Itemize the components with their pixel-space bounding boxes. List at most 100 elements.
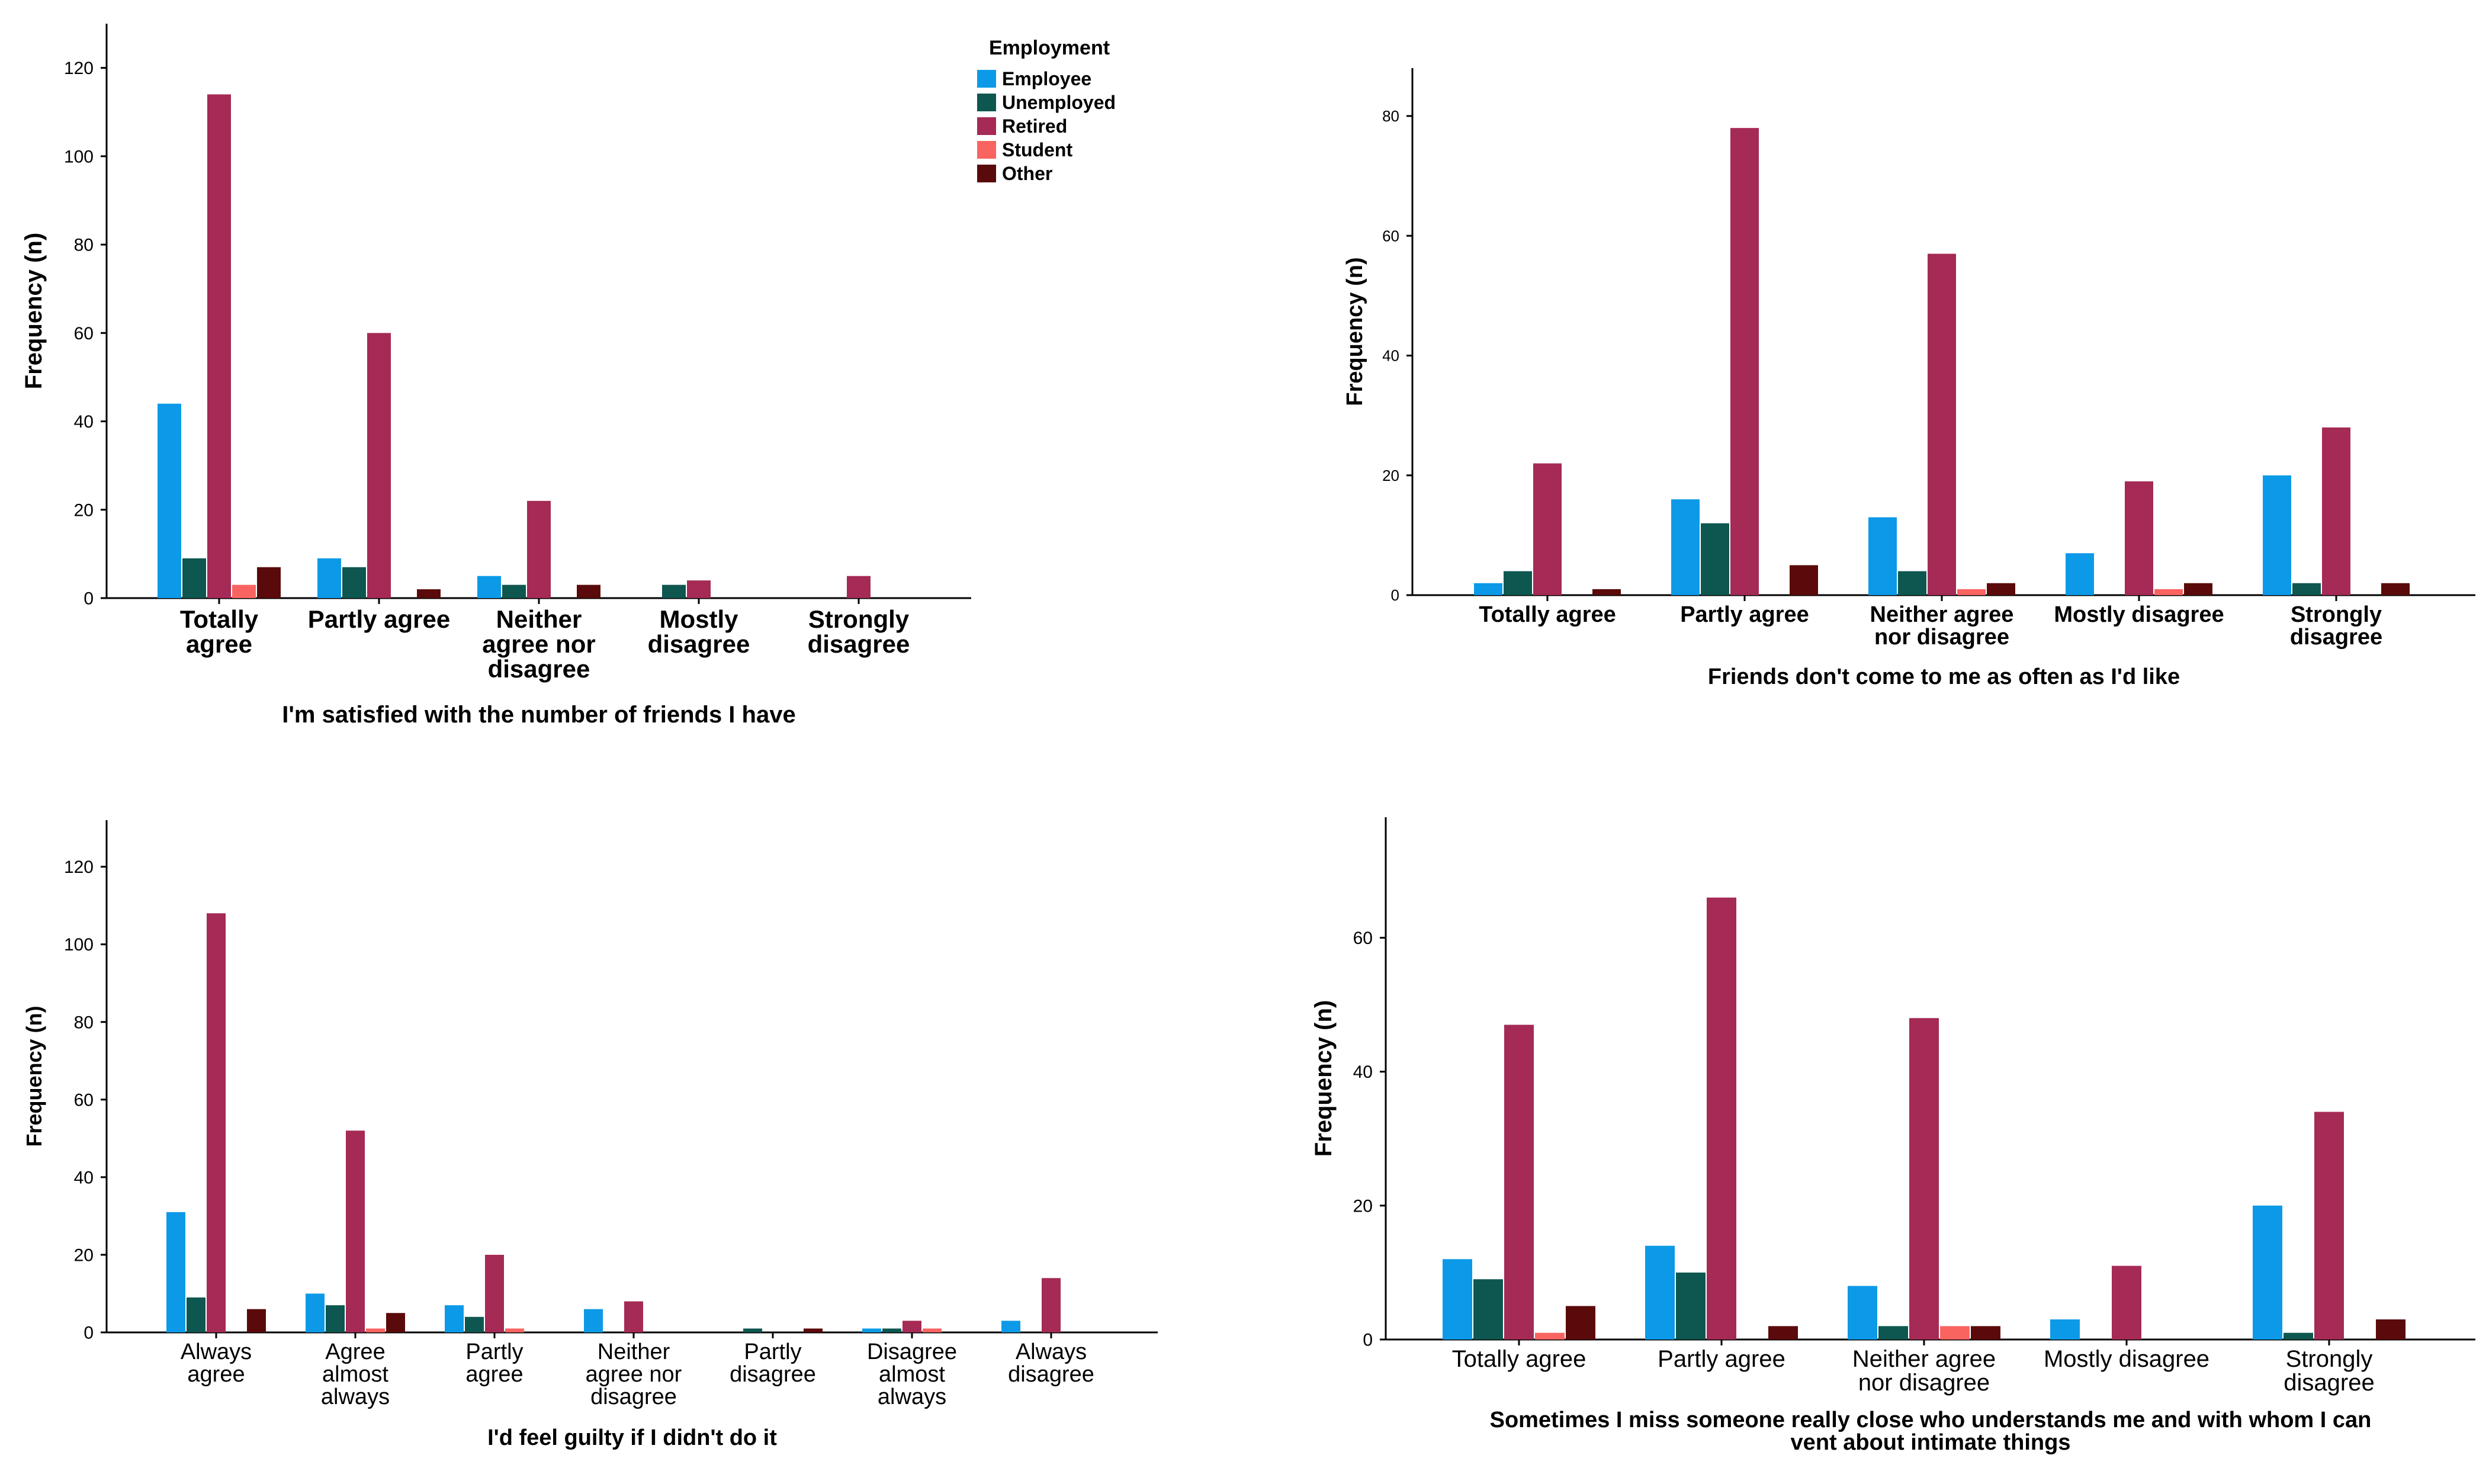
x-axis-title: I'm satisfied with the number of friends…: [282, 702, 795, 728]
x-category-label: Agree almost always: [321, 1340, 390, 1409]
y-tick-label: 80: [74, 1013, 94, 1032]
bar-unemployed: [1676, 1272, 1706, 1340]
x-category-label: Partly agree: [1680, 602, 1809, 627]
y-tick-label: 120: [64, 857, 94, 877]
y-axis-title: Frequency (n): [22, 1006, 46, 1146]
y-tick-label: 0: [1391, 586, 1399, 604]
y-tick-label: 60: [1382, 227, 1399, 245]
y-axis-title: Frequency (n): [21, 233, 47, 389]
bar-other: [1566, 1306, 1595, 1340]
bar-unemployed: [743, 1328, 762, 1332]
bar-retired: [207, 913, 226, 1332]
bar-retired: [1504, 1024, 1534, 1340]
bar-student: [1957, 589, 1986, 595]
bar-employee: [1474, 583, 1502, 595]
bar-retired: [624, 1301, 643, 1332]
y-tick-label: 100: [64, 935, 94, 955]
bar-employee: [1001, 1321, 1020, 1332]
x-category-label: Always disagree: [1008, 1340, 1094, 1387]
bar-employee: [158, 403, 181, 598]
chart-panel-3: 0 20 40 60 80 100 120 Always agree Agree almost alw…: [22, 820, 1158, 1450]
bar-unemployed: [2284, 1332, 2313, 1340]
legend-label-employee: Employee: [1002, 68, 1091, 89]
y-tick-label: 20: [1353, 1196, 1373, 1216]
bar-other: [2376, 1319, 2406, 1340]
legend-swatch-other: [977, 165, 996, 182]
legend-label-other: Other: [1002, 163, 1052, 184]
bar-retired: [1730, 128, 1759, 596]
x-category-label: Neither agree nor disagree: [586, 1340, 682, 1409]
y-tick-label: 40: [1353, 1062, 1373, 1082]
legend-swatch-unemployed: [977, 94, 996, 111]
x-axis-title: Sometimes I miss someone really close wh…: [1490, 1408, 2372, 1455]
bar-unemployed: [502, 584, 526, 598]
bar-retired: [1909, 1018, 1939, 1340]
bar-other: [1592, 589, 1621, 595]
bar-student: [232, 584, 256, 598]
bar-employee: [1645, 1245, 1675, 1340]
x-category-label: Mostly disagree: [2044, 1346, 2209, 1372]
y-tick-label: 60: [1353, 929, 1373, 948]
bar-retired: [1928, 253, 1956, 596]
bar-employee: [445, 1305, 464, 1332]
x-category-label: Strongly disagree: [2290, 602, 2382, 650]
x-category-label: Partly agree: [1658, 1346, 1785, 1372]
x-category-label: Totally agree: [1452, 1346, 1586, 1372]
bar-other: [386, 1313, 405, 1332]
bar-other: [417, 589, 441, 598]
bar-retired: [903, 1321, 921, 1332]
bar-unemployed: [1701, 523, 1729, 595]
x-category-label: Mostly disagree: [2054, 602, 2224, 627]
bar-other: [1987, 583, 2015, 595]
bar-other: [577, 584, 600, 598]
y-tick-label: 20: [74, 1245, 94, 1265]
x-category-label: Partly agree: [465, 1340, 523, 1387]
bar-student: [366, 1328, 385, 1332]
bar-unemployed: [662, 584, 686, 598]
x-category-label: Neither agree nor disagree: [1870, 602, 2014, 650]
legend: Employment Employee UnemployedRetiredStude…: [977, 37, 1116, 184]
y-tick-label: 40: [1382, 347, 1399, 365]
bar-retired: [2112, 1265, 2141, 1340]
bar-retired: [207, 94, 231, 598]
bar-retired: [485, 1254, 504, 1332]
y-tick-label: 0: [83, 1324, 94, 1343]
x-category-label: Always agree: [181, 1340, 252, 1387]
bar-unemployed: [1878, 1326, 1908, 1340]
bar-student: [1940, 1326, 1970, 1340]
y-tick-label: 80: [1382, 107, 1399, 125]
bar-unemployed: [882, 1328, 901, 1332]
legend-swatch-student: [977, 141, 996, 159]
y-tick-label: 0: [83, 589, 94, 609]
y-axis-title: Frequency (n): [1343, 257, 1367, 406]
bar-unemployed: [465, 1316, 484, 1332]
y-tick-label: 0: [1363, 1331, 1373, 1350]
bar-unemployed: [326, 1305, 345, 1332]
legend-label-retired: Retired: [1002, 115, 1067, 137]
x-category-label: Partly agree: [308, 605, 450, 633]
bar-retired: [1042, 1278, 1061, 1332]
bar-retired: [847, 576, 871, 598]
bar-other: [247, 1309, 266, 1332]
bar-employee: [477, 576, 501, 598]
bar-retired: [2314, 1112, 2344, 1340]
bar-unemployed: [2292, 583, 2321, 595]
bar-retired: [527, 500, 551, 598]
legend-label-unemployed: Unemployed: [1002, 92, 1116, 113]
bar-retired: [346, 1130, 365, 1332]
x-category-label: Totally agree: [1479, 602, 1616, 627]
x-category-label: Totally agree: [180, 605, 259, 658]
bar-unemployed: [182, 558, 206, 598]
x-category-label: Mostly disagree: [648, 605, 750, 658]
y-tick-label: 60: [74, 324, 94, 343]
bar-other: [1790, 565, 1818, 595]
bar-other: [257, 567, 281, 598]
bar-employee: [317, 558, 341, 598]
bar-unemployed: [1504, 571, 1532, 595]
bar-employee: [306, 1293, 325, 1332]
chart-panel-4: 0 20 40 60 Totally agree Partly agree Neither …: [1311, 817, 2475, 1455]
y-tick-label: 40: [74, 412, 94, 432]
bar-employee: [1848, 1286, 1877, 1340]
bar-employee: [1671, 499, 1700, 595]
